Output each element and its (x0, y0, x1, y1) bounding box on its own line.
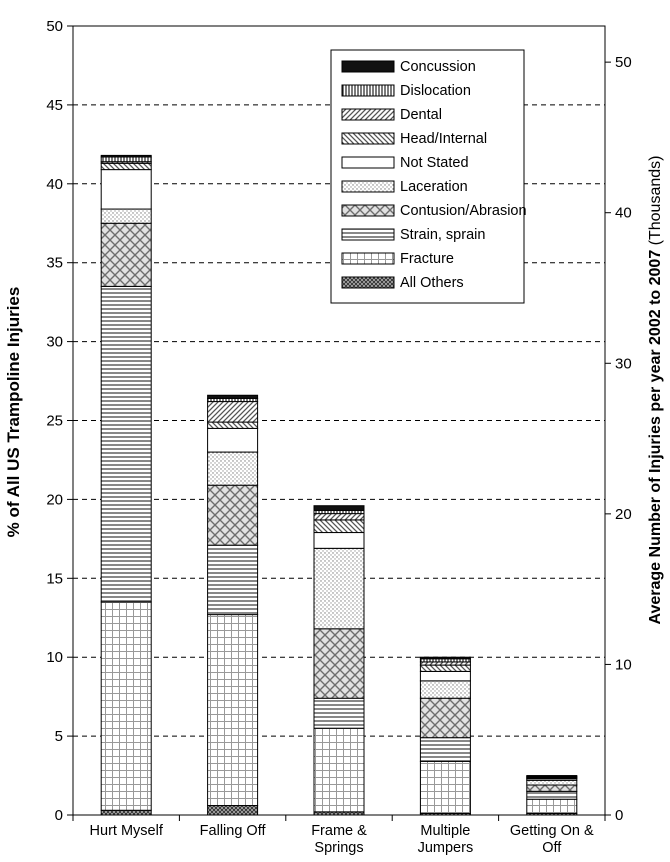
bar-segment (313, 532, 365, 549)
legend-swatch (341, 204, 395, 217)
y-tick-label: 10 (46, 649, 63, 666)
category-label: Frame & Springs (311, 823, 367, 856)
legend-swatch (341, 252, 395, 265)
category-label-line: Jumpers (418, 840, 474, 856)
y-tick-label: 0 (55, 807, 63, 824)
bar-segment (100, 601, 152, 811)
bar-segment (313, 505, 365, 511)
category-label-line: Falling Off (200, 823, 267, 839)
legend-label: Head/Internal (400, 131, 487, 147)
bar-segment (207, 394, 259, 399)
legend-label: Fracture (400, 251, 454, 267)
bar-segment (419, 680, 471, 699)
bar-segment (207, 614, 259, 807)
category-label: Multiple Jumpers (418, 823, 474, 856)
legend-swatch (341, 132, 395, 145)
legend: Concussion Dislocation Dental Head/Internal… (330, 49, 527, 304)
bar-segment (207, 484, 259, 546)
bar-segment (313, 727, 365, 813)
y-tick-label: 45 (46, 97, 63, 114)
y-tick-label: 40 (46, 176, 63, 193)
bar-segment (419, 737, 471, 762)
bar-segment (207, 451, 259, 486)
legend-swatch (341, 108, 395, 121)
y-tick-label: 30 (46, 334, 63, 351)
bar-segment (100, 169, 152, 210)
y2-tick-label: 0 (615, 807, 623, 824)
bar-segment (313, 519, 365, 534)
category-label: Hurt Myself (90, 823, 164, 839)
bar-segment (313, 628, 365, 699)
y-tick-label: 35 (46, 255, 63, 272)
y-tick-label: 5 (55, 728, 63, 745)
y2-axis-label: Average Number of Injuries per year 2002… (647, 156, 664, 625)
bar-segment (100, 156, 152, 163)
bar-segment (313, 513, 365, 521)
bar-segment (207, 544, 259, 616)
y-tick-label: 25 (46, 413, 63, 430)
y2-tick-label: 10 (615, 656, 632, 673)
y2-axis-label-unit: (Thousands) (647, 156, 664, 250)
bar-segment (419, 656, 471, 660)
bar-segment (100, 285, 152, 603)
category-label-line: Off (542, 840, 562, 856)
bar-segment (100, 162, 152, 171)
legend-label: Dental (400, 107, 442, 123)
bar-segment (526, 779, 578, 786)
bars (100, 154, 578, 816)
bar-segment (526, 775, 578, 777)
bar-segment (207, 401, 259, 423)
category-label-line: Frame & (311, 823, 367, 839)
y-axis-label: % of All US Trampoline Injuries (4, 287, 23, 538)
legend-label: Concussion (400, 59, 476, 75)
legend-swatch (341, 228, 395, 241)
legend-swatch (341, 276, 395, 289)
bar-segment (419, 697, 471, 739)
category-label: Falling Off (200, 823, 267, 839)
y2-tick-label: 20 (615, 506, 632, 523)
legend-label: Dislocation (400, 83, 471, 99)
bar-segment (419, 760, 471, 814)
legend-label: Not Stated (400, 155, 469, 171)
legend-label: Laceration (400, 179, 468, 195)
bar-segment (100, 809, 152, 816)
y2-axis-label-main: Average Number of Injuries per year 2002… (647, 250, 664, 625)
bar-segment (526, 790, 578, 800)
category-label-line: Hurt Myself (90, 823, 164, 839)
legend-label: All Others (400, 275, 464, 291)
bar-segment (313, 547, 365, 630)
legend-label: Contusion/Abrasion (400, 203, 527, 219)
y-tick-label: 50 (46, 18, 63, 35)
y2-tick-label: 30 (615, 355, 632, 372)
category-label: Getting On & Off (510, 823, 594, 856)
bar-segment (100, 208, 152, 224)
bar-segment (419, 664, 471, 672)
bar-segment (207, 805, 259, 816)
bar-segment (313, 697, 365, 729)
bar-segment (100, 154, 152, 158)
y2-tick-label: 50 (615, 54, 632, 71)
legend-swatch (341, 84, 395, 97)
axes: Hurt Myself Falling Off Frame & Springs Mult… (46, 18, 631, 856)
bar-segment (207, 427, 259, 453)
bar-segment (419, 670, 471, 682)
y2-tick-label: 40 (615, 205, 632, 222)
category-label-line: Multiple (420, 823, 470, 839)
y-tick-label: 20 (46, 491, 63, 508)
legend-label: Strain, sprain (400, 227, 485, 243)
category-label-line: Getting On & (510, 823, 594, 839)
legend-swatch (341, 156, 395, 169)
y-tick-label: 15 (46, 570, 63, 587)
legend-swatch (341, 60, 395, 73)
bar-segment (526, 798, 578, 814)
bar-segment (526, 784, 578, 792)
bar-segment (207, 421, 259, 429)
category-label-line: Springs (314, 840, 363, 856)
bar-segment (100, 222, 152, 287)
legend-swatch (341, 180, 395, 193)
